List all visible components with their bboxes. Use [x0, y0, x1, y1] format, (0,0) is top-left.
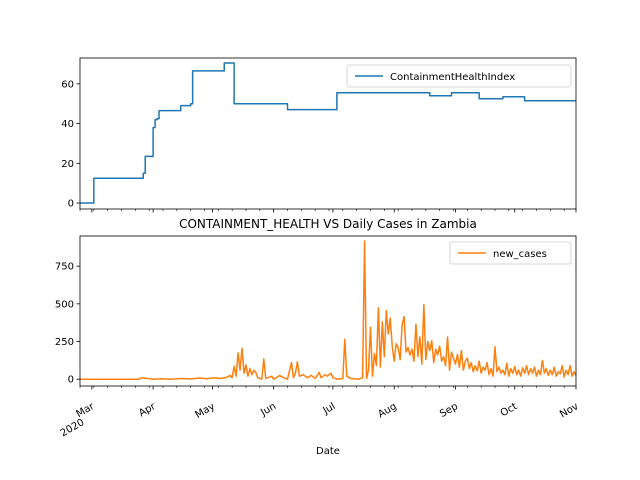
top-panel: 0 20 40 60 ContainmentHealthIndex — [61, 57, 577, 213]
y-tick-label: 40 — [61, 119, 74, 130]
top-legend-box — [346, 64, 572, 88]
y-tick-label: 0 — [68, 375, 74, 386]
y-tick-label: 60 — [61, 79, 74, 90]
bottom-series-layer — [80, 240, 577, 380]
bottom-axes-frame — [79, 235, 577, 387]
top-axes-frame — [79, 57, 577, 210]
y-tick-label: 750 — [55, 262, 74, 273]
x-axis-label: Date — [316, 446, 340, 457]
y-tick-label: 500 — [55, 299, 74, 310]
series-line-containmenthealthindex — [80, 62, 576, 204]
top-x-axis — [79, 209, 577, 213]
bottom-legend-box — [449, 241, 572, 265]
top-series-layer — [80, 62, 576, 204]
series-line-new-cases — [80, 240, 577, 380]
y-tick-label: 250 — [55, 337, 74, 348]
top-legend: ContainmentHealthIndex — [346, 64, 572, 88]
top-legend-label: ContainmentHealthIndex — [390, 72, 515, 83]
y-tick-label: 0 — [68, 199, 74, 210]
bottom-panel: CONTAINMENT_HEALTH VS Daily Cases in Zam… — [55, 217, 581, 457]
y-tick-label: 20 — [61, 159, 74, 170]
bottom-chart-title: CONTAINMENT_HEALTH VS Daily Cases in Zam… — [179, 217, 477, 231]
top-y-axis: 0 20 40 60 — [61, 79, 80, 210]
bottom-legend: new_cases — [449, 241, 572, 265]
bottom-y-axis: 0 250 500 750 — [55, 262, 80, 386]
bottom-legend-label: new_cases — [493, 249, 547, 260]
